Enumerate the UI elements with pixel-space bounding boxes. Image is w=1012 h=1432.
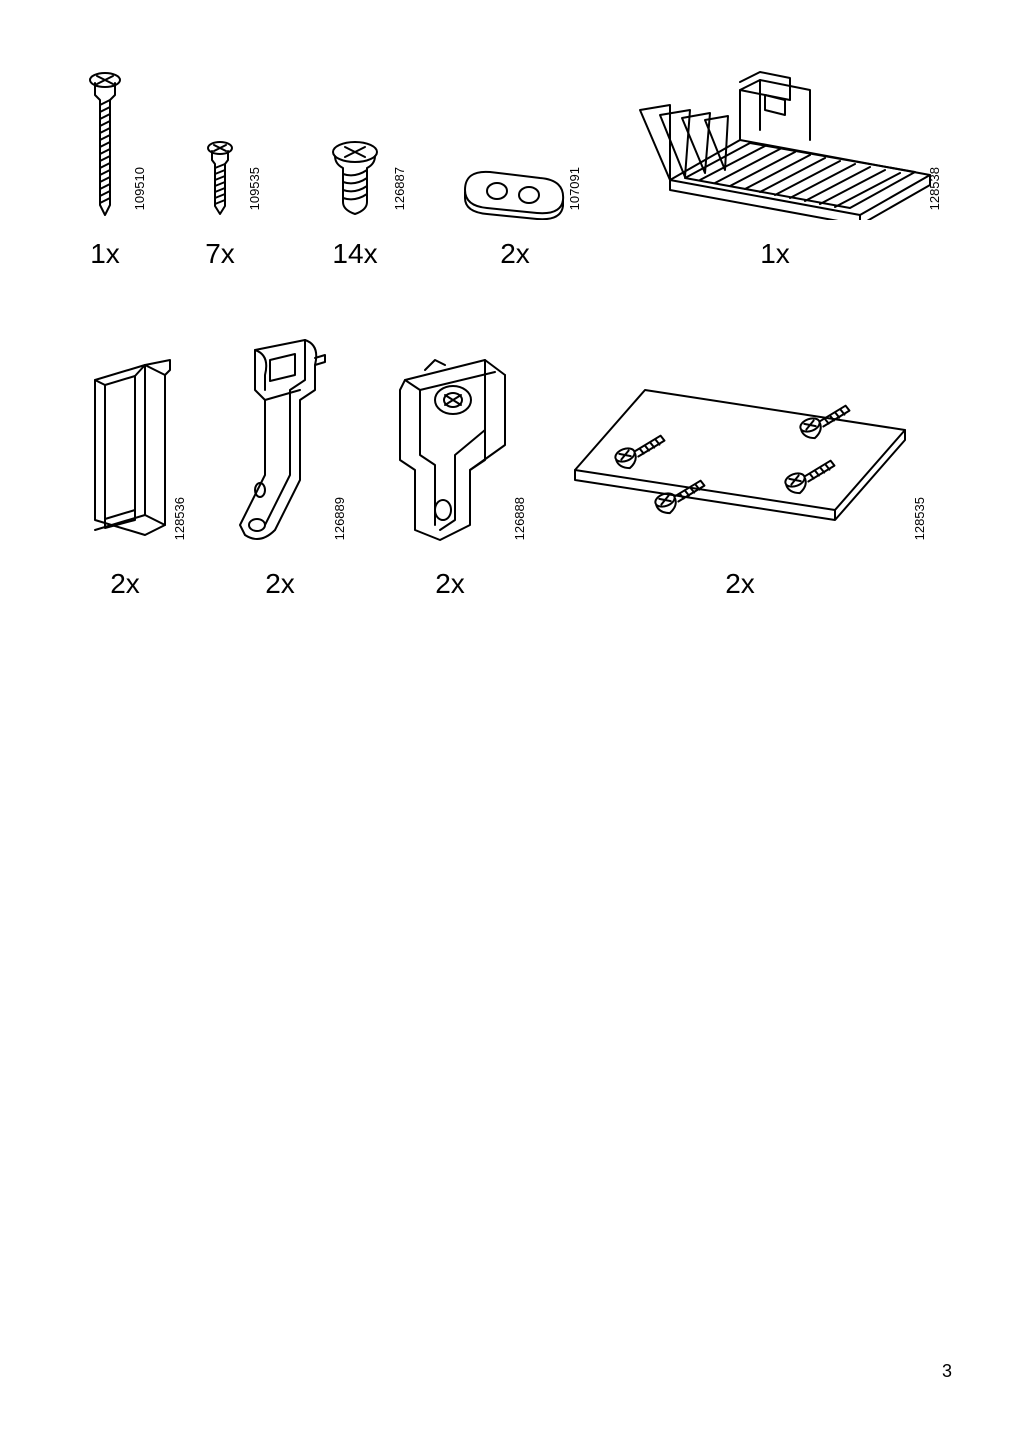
part-qty: 2x — [725, 568, 755, 600]
part-qty: 1x — [90, 238, 120, 270]
part-qty: 2x — [435, 568, 465, 600]
part-qty: 1x — [760, 238, 790, 270]
part-number: 109510 — [132, 167, 147, 210]
parts-row-2: 128536 2x 126889 2x — [50, 330, 962, 600]
part-109535: 109535 7x — [160, 70, 280, 270]
part-number: 126887 — [392, 167, 407, 210]
part-107091: 107091 2x — [430, 70, 600, 270]
part-qty: 14x — [332, 238, 377, 270]
parts-row-1: 109510 1x 109535 7x — [50, 60, 962, 270]
part-128535: 128535 2x — [540, 330, 940, 600]
part-126888: 126888 2x — [360, 330, 540, 600]
part-number: 128535 — [912, 497, 927, 540]
part-number: 126889 — [332, 497, 347, 540]
part-qty: 7x — [205, 238, 235, 270]
part-128536: 128536 2x — [50, 350, 200, 600]
part-number: 128536 — [172, 497, 187, 540]
part-number: 128538 — [927, 167, 942, 210]
part-128538: 128538 1x — [600, 60, 950, 270]
page-number: 3 — [942, 1361, 952, 1382]
part-number: 107091 — [567, 167, 582, 210]
part-qty: 2x — [265, 568, 295, 600]
part-126887: 126887 14x — [280, 70, 430, 270]
part-109510: 109510 1x — [50, 70, 160, 270]
part-qty: 2x — [110, 568, 140, 600]
part-126889: 126889 2x — [200, 330, 360, 600]
part-qty: 2x — [500, 238, 530, 270]
page: 109510 1x 109535 7x — [0, 0, 1012, 1432]
part-number: 109535 — [247, 167, 262, 210]
part-number: 126888 — [512, 497, 527, 540]
